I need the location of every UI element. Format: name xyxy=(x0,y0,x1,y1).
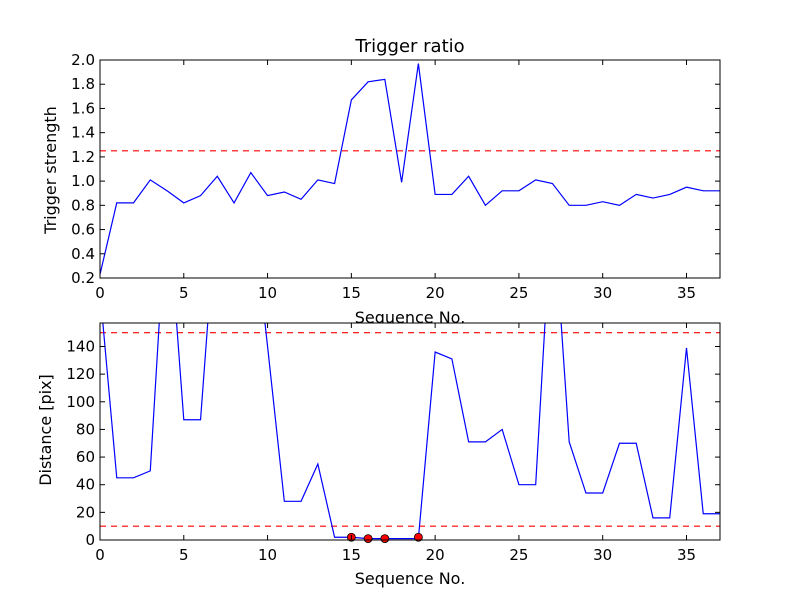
y-tick-label: 0.4 xyxy=(71,245,95,263)
y-tick-label: 80 xyxy=(76,420,95,438)
y-tick-label: 0.2 xyxy=(71,269,95,287)
chart-title: Trigger ratio xyxy=(354,36,464,57)
x-tick-label: 0 xyxy=(95,284,105,302)
distance-plot: Distance [pix] Sequence No. 0 5 10 15 20 25 30… xyxy=(36,322,721,588)
series-line xyxy=(102,323,720,540)
x-tick-label: 15 xyxy=(342,284,361,302)
plot-content xyxy=(100,63,720,275)
x-tick-label: 5 xyxy=(179,284,189,302)
x-tick-label: 30 xyxy=(593,284,612,302)
y-tick-label: 0 xyxy=(85,531,95,549)
x-tick-label: 20 xyxy=(426,284,445,302)
plot-area xyxy=(99,59,721,279)
x-tick-label: 0 xyxy=(95,546,105,564)
x-tick-label: 15 xyxy=(342,546,361,564)
axes-frame xyxy=(99,322,721,541)
y-tick-label: 140 xyxy=(66,337,95,355)
x-axis-label: Sequence No. xyxy=(355,569,466,588)
plot-area xyxy=(99,322,721,541)
series-line xyxy=(100,63,720,275)
y-tick-label: 2.0 xyxy=(71,51,95,69)
data-marker xyxy=(413,532,423,542)
y-tick-label: 1.8 xyxy=(71,75,95,93)
x-tick-label: 10 xyxy=(258,546,277,564)
y-axis-label: Distance [pix] xyxy=(36,374,55,486)
data-marker xyxy=(363,534,373,544)
x-tick-label: 25 xyxy=(509,284,528,302)
y-tick-label: 40 xyxy=(76,476,95,494)
plot-content xyxy=(100,323,720,540)
x-tick-label: 25 xyxy=(509,546,528,564)
y-tick-label: 120 xyxy=(66,365,95,383)
x-tick-label: 35 xyxy=(677,284,696,302)
y-tick-label: 60 xyxy=(76,448,95,466)
y-tick-label: 1.4 xyxy=(71,124,95,142)
y-tick-label: 1.6 xyxy=(71,99,95,117)
x-tick-label: 10 xyxy=(258,284,277,302)
y-tick-label: 0.8 xyxy=(71,196,95,214)
x-tick-label: 20 xyxy=(426,546,445,564)
trigger-ratio-plot: Trigger ratio Trigger strength Sequence … xyxy=(41,36,721,327)
y-axis-label: Trigger strength xyxy=(41,106,60,235)
x-tick-label: 5 xyxy=(179,546,189,564)
y-tick-label: 0.6 xyxy=(71,221,95,239)
y-tick-label: 20 xyxy=(76,503,95,521)
x-tick-label: 35 xyxy=(677,546,696,564)
y-tick-label: 1.0 xyxy=(71,172,95,190)
x-tick-label: 30 xyxy=(593,546,612,564)
data-marker xyxy=(380,534,390,544)
axes-frame xyxy=(99,59,721,279)
y-tick-label: 1.2 xyxy=(71,148,95,166)
x-axis-label: Sequence No. xyxy=(355,308,466,327)
y-tick-label: 100 xyxy=(66,393,95,411)
